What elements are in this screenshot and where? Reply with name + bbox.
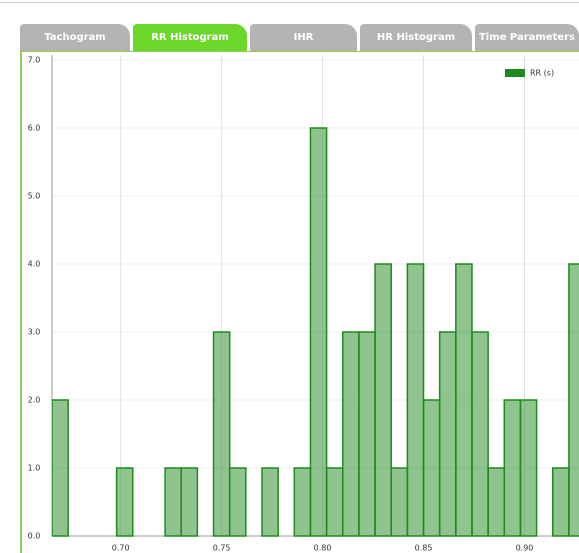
y-tick-label: 3.0	[28, 328, 41, 337]
x-tick-label: 0.70	[112, 544, 130, 553]
bar	[487, 467, 506, 537]
bar	[438, 331, 457, 537]
bar	[406, 263, 425, 537]
bar	[390, 467, 409, 537]
bar	[261, 467, 279, 537]
bar	[471, 331, 489, 537]
y-tick-label: 1.0	[28, 464, 41, 473]
y-tick-label: 0.0	[28, 532, 41, 541]
tab[interactable]: RR Histogram	[133, 24, 247, 51]
bar	[519, 399, 538, 537]
bar	[115, 467, 134, 537]
bar	[309, 127, 328, 537]
bar	[228, 467, 247, 537]
y-tick-label: 5.0	[28, 192, 41, 201]
bar	[455, 263, 473, 537]
bars	[52, 127, 579, 537]
bar	[342, 331, 360, 537]
bar	[568, 263, 579, 537]
y-tick-label: 6.0	[28, 124, 41, 133]
bar	[293, 467, 312, 537]
x-tick-label: 0.90	[516, 544, 534, 553]
bar	[358, 331, 376, 537]
x-tick-label: 0.80	[314, 544, 332, 553]
legend-swatch	[505, 69, 525, 77]
bar	[325, 467, 344, 537]
legend-label: RR (s)	[530, 69, 554, 78]
tab-bar: Tachogram RR Histogram IHR HR Histogram Time…	[20, 24, 579, 51]
tab[interactable]: HR Histogram	[360, 24, 472, 51]
bar	[422, 399, 441, 537]
divider	[0, 2, 579, 3]
bar	[552, 467, 570, 537]
bar	[180, 467, 199, 537]
bar	[503, 399, 522, 537]
bar	[374, 263, 392, 537]
y-tick-label: 2.0	[28, 396, 41, 405]
bar	[164, 467, 182, 537]
bar	[212, 331, 231, 537]
x-tick-label: 0.75	[213, 544, 231, 553]
tab[interactable]: IHR	[250, 24, 357, 51]
y-tick-label: 4.0	[28, 260, 41, 269]
y-tick-label: 7.0	[28, 56, 41, 65]
tab[interactable]: Time Parameters	[475, 24, 579, 51]
bar	[52, 399, 69, 537]
tab[interactable]: Tachogram	[20, 24, 130, 51]
chart-panel	[20, 51, 579, 553]
x-tick-label: 0.85	[415, 544, 433, 553]
